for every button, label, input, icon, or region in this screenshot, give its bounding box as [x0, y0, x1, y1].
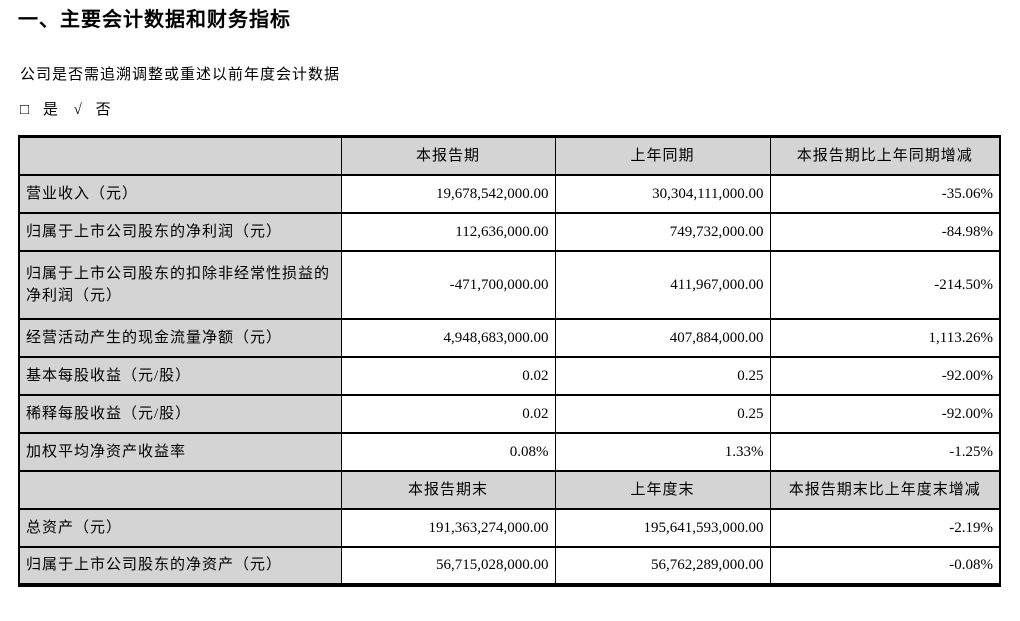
table-row-net-assets: 归属于上市公司股东的净资产（元） 56,715,028,000.00 56,76…	[18, 545, 1001, 586]
prior-period-value: 195,641,593,000.00	[554, 507, 771, 548]
current-period-value: 112,636,000.00	[340, 211, 556, 252]
change-value: -92.00%	[769, 355, 1001, 396]
yes-label: 是	[42, 102, 59, 118]
prior-period-value: 749,732,000.00	[554, 211, 771, 252]
metric-label: 稀释每股收益（元/股）	[18, 393, 342, 434]
financial-report-page: 一、主要会计数据和财务指标 公司是否需追溯调整或重述以前年度会计数据 □ 是 √…	[18, 9, 1001, 587]
change-value: -92.00%	[769, 393, 1001, 434]
header-period-end: 本报告期末	[340, 469, 556, 510]
current-period-value: 56,715,028,000.00	[340, 545, 556, 586]
prior-period-value: 1.33%	[554, 431, 771, 472]
prior-period-value: 56,762,289,000.00	[554, 545, 771, 586]
metric-label: 归属于上市公司股东的扣除非经常性损益的净利润（元）	[18, 249, 342, 320]
metric-label: 总资产（元）	[18, 507, 342, 548]
header-blank-cell	[18, 469, 342, 510]
current-period-value: 19,678,542,000.00	[340, 173, 556, 214]
metric-label: 经营活动产生的现金流量净额（元）	[18, 317, 342, 358]
current-period-value: 0.02	[340, 355, 556, 396]
metric-label: 加权平均净资产收益率	[18, 431, 342, 472]
prior-period-value: 0.25	[554, 393, 771, 434]
table-row-total-assets: 总资产（元） 191,363,274,000.00 195,641,593,00…	[18, 507, 1001, 548]
current-period-value: 0.08%	[340, 431, 556, 472]
table-row-revenue: 营业收入（元） 19,678,542,000.00 30,304,111,000…	[18, 173, 1001, 214]
metric-label: 归属于上市公司股东的净利润（元）	[18, 211, 342, 252]
header-current-period: 本报告期	[340, 135, 556, 176]
change-value: 1,113.26%	[769, 317, 1001, 358]
prior-period-value: 407,884,000.00	[554, 317, 771, 358]
header-prior-period: 上年同期	[554, 135, 771, 176]
header-prior-year-end: 上年度末	[554, 469, 771, 510]
section-title: 一、主要会计数据和财务指标	[18, 9, 291, 31]
table-row-net-profit-excl-nonrecurring: 归属于上市公司股东的扣除非经常性损益的净利润（元） -471,700,000.0…	[18, 249, 1001, 320]
checkbox-empty-icon: □	[20, 102, 31, 118]
header-change: 本报告期比上年同期增减	[769, 135, 1001, 176]
prior-period-value: 30,304,111,000.00	[554, 173, 771, 214]
table-header-row-period-end: 本报告期末 上年度末 本报告期末比上年度末增减	[18, 469, 1001, 510]
restatement-question: 公司是否需追溯调整或重述以前年度会计数据	[20, 67, 341, 83]
no-label: 否	[95, 102, 112, 118]
current-period-value: -471,700,000.00	[340, 249, 556, 320]
checkmark-icon: √	[73, 102, 83, 118]
change-value: -35.06%	[769, 173, 1001, 214]
current-period-value: 4,948,683,000.00	[340, 317, 556, 358]
change-value: -1.25%	[769, 431, 1001, 472]
metric-label: 营业收入（元）	[18, 173, 342, 214]
header-end-change: 本报告期末比上年度末增减	[769, 469, 1001, 510]
change-value: -84.98%	[769, 211, 1001, 252]
metric-label: 归属于上市公司股东的净资产（元）	[18, 545, 342, 586]
change-value: -214.50%	[769, 249, 1001, 320]
current-period-value: 191,363,274,000.00	[340, 507, 556, 548]
table-header-row-period: 本报告期 上年同期 本报告期比上年同期增减	[18, 135, 1001, 176]
financial-indicators-table: 本报告期 上年同期 本报告期比上年同期增减 营业收入（元） 19,678,542…	[18, 135, 1001, 587]
metric-label: 基本每股收益（元/股）	[18, 355, 342, 396]
table-row-weighted-avg-roe: 加权平均净资产收益率 0.08% 1.33% -1.25%	[18, 431, 1001, 472]
table-row-diluted-eps: 稀释每股收益（元/股） 0.02 0.25 -92.00%	[18, 393, 1001, 434]
current-period-value: 0.02	[340, 393, 556, 434]
yes-no-checkline: □ 是 √ 否	[20, 101, 1000, 120]
table-row-basic-eps: 基本每股收益（元/股） 0.02 0.25 -92.00%	[18, 355, 1001, 396]
prior-period-value: 0.25	[554, 355, 771, 396]
change-value: -2.19%	[769, 507, 1001, 548]
table-row-operating-cash-flow: 经营活动产生的现金流量净额（元） 4,948,683,000.00 407,88…	[18, 317, 1001, 358]
change-value: -0.08%	[769, 545, 1001, 586]
header-blank-cell	[18, 135, 342, 176]
table-row-net-profit: 归属于上市公司股东的净利润（元） 112,636,000.00 749,732,…	[18, 211, 1001, 252]
prior-period-value: 411,967,000.00	[554, 249, 771, 320]
